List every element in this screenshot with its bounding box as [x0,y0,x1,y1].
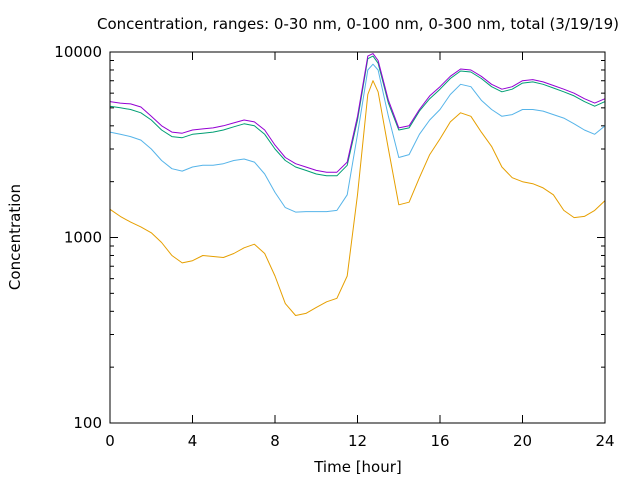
axis-ticks: 0 4 8 12 16 20 24 100 1000 10000 [54,43,614,450]
series-line-3 [109,55,606,177]
series-line-2 [109,63,606,213]
x-tick-label: 8 [270,432,280,450]
x-tick-label: 16 [430,432,449,450]
x-tick-label: 24 [595,432,614,450]
x-tick-label: 4 [188,432,198,450]
series-group [109,53,606,316]
series-line-4 [109,53,606,173]
y-tick-label: 10000 [54,43,102,61]
chart-title: Concentration, ranges: 0-30 nm, 0-100 nm… [97,15,619,33]
x-tick-label: 0 [105,432,115,450]
plot-frame [109,51,606,424]
x-axis-title: Time [hour] [313,458,402,476]
y-tick-label: 1000 [64,229,102,247]
x-tick-label: 12 [348,432,367,450]
y-axis-title: Concentration [6,184,24,290]
y-tick-label: 100 [73,414,102,432]
series-line-1 [109,80,606,316]
x-tick-label: 20 [513,432,532,450]
